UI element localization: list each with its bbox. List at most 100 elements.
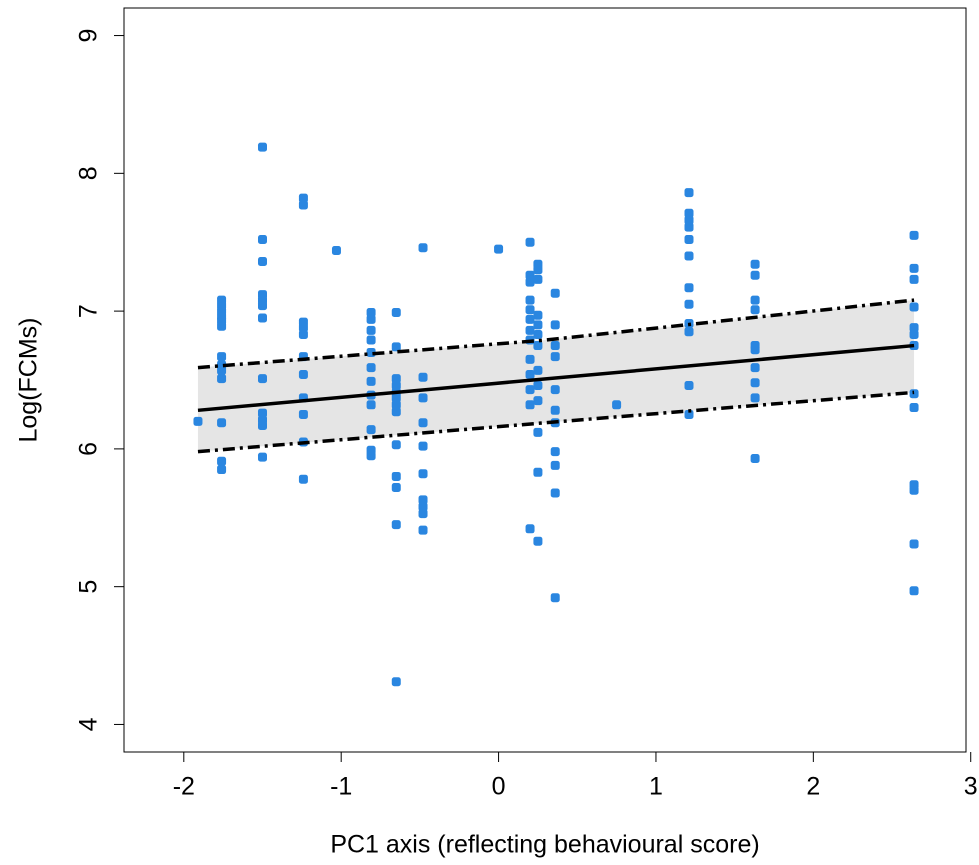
point — [418, 469, 428, 479]
point — [909, 586, 919, 596]
point — [684, 188, 694, 198]
point — [525, 369, 535, 379]
point — [533, 396, 543, 406]
point — [909, 403, 919, 413]
point — [298, 200, 308, 210]
x-tick-label: -2 — [173, 773, 195, 801]
point — [533, 330, 543, 340]
point — [366, 451, 376, 461]
confidence-band — [197, 300, 915, 452]
point — [391, 307, 401, 317]
plot-frame — [123, 7, 967, 753]
point — [750, 270, 760, 280]
y-tick-label: 4 — [75, 717, 103, 731]
point — [418, 502, 428, 512]
point — [391, 400, 401, 410]
point — [298, 193, 308, 203]
point — [684, 234, 694, 244]
point — [684, 222, 694, 232]
point — [684, 208, 694, 218]
y-tick-label: 8 — [75, 166, 103, 180]
point — [525, 314, 535, 324]
point — [533, 427, 543, 437]
point — [525, 325, 535, 335]
point — [366, 400, 376, 410]
point — [391, 677, 401, 687]
point — [257, 408, 267, 418]
point — [418, 243, 428, 253]
point — [257, 234, 267, 244]
y-tick-label: 9 — [75, 29, 103, 43]
point — [533, 536, 543, 546]
point — [391, 374, 401, 384]
point — [418, 393, 428, 403]
point — [217, 321, 227, 331]
point — [750, 393, 760, 403]
x-tick-label: 2 — [806, 773, 820, 801]
point — [525, 400, 535, 410]
point — [684, 283, 694, 293]
point — [391, 482, 401, 492]
y-axis-label: Log(FCMs) — [15, 317, 43, 442]
point — [533, 381, 543, 391]
point — [909, 539, 919, 549]
point — [612, 400, 622, 410]
point — [391, 520, 401, 530]
point — [525, 385, 535, 395]
y-tick-label: 5 — [75, 580, 103, 594]
point — [909, 330, 919, 340]
point — [750, 305, 760, 315]
point — [909, 230, 919, 240]
y-tick-label: 7 — [75, 304, 103, 318]
point — [366, 307, 376, 317]
point — [525, 305, 535, 315]
point — [391, 407, 401, 417]
point — [391, 393, 401, 403]
point — [331, 245, 341, 255]
point — [217, 456, 227, 466]
point — [298, 323, 308, 333]
point — [750, 454, 760, 464]
point — [750, 363, 760, 373]
point — [494, 244, 504, 254]
point — [525, 354, 535, 364]
point — [550, 352, 560, 362]
point — [533, 265, 543, 275]
point — [257, 301, 267, 311]
point — [525, 277, 535, 287]
x-axis-label: PC1 axis (reflecting behavioural score) — [330, 831, 759, 859]
point — [366, 325, 376, 335]
point — [550, 460, 560, 470]
point — [684, 327, 694, 337]
point — [217, 352, 227, 362]
point — [550, 593, 560, 603]
point — [533, 365, 543, 375]
point — [391, 381, 401, 391]
point — [909, 302, 919, 312]
point — [418, 495, 428, 505]
point — [418, 418, 428, 428]
point — [298, 369, 308, 379]
point — [418, 509, 428, 519]
point — [525, 237, 535, 247]
point — [257, 452, 267, 462]
point — [550, 385, 560, 395]
point — [533, 341, 543, 351]
point — [298, 409, 308, 419]
point — [257, 420, 267, 430]
point — [257, 313, 267, 323]
point — [366, 314, 376, 324]
point — [217, 465, 227, 475]
point — [750, 378, 760, 388]
point — [684, 381, 694, 391]
point — [750, 259, 760, 269]
point — [525, 270, 535, 280]
point — [550, 488, 560, 498]
point — [193, 416, 203, 426]
point — [418, 441, 428, 451]
point — [750, 345, 760, 355]
point — [533, 310, 543, 320]
point — [257, 374, 267, 384]
